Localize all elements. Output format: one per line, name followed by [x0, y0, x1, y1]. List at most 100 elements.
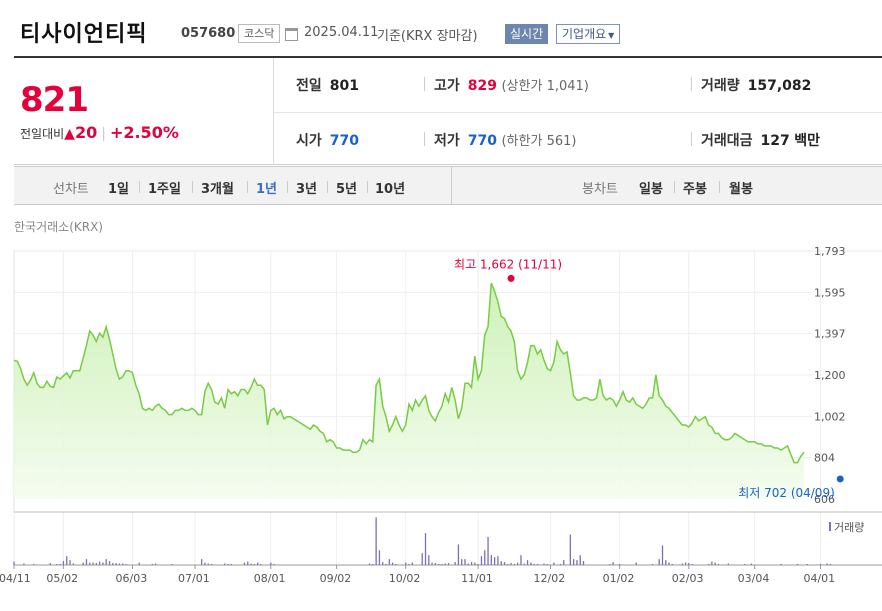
volume-bar [457, 544, 460, 565]
x-tick-label: 08/01 [254, 572, 286, 585]
tab-daily[interactable]: 일봉 [639, 182, 663, 197]
tab-3m[interactable]: 3개월 [201, 182, 234, 197]
min-point [836, 475, 844, 483]
stat-low: 저가 770 (하한가 561) [434, 133, 577, 149]
tab-10y[interactable]: 10년 [375, 182, 406, 197]
market-badge: 코스닥 [238, 24, 281, 43]
tab-1w[interactable]: 1주일 [148, 182, 181, 197]
volume-bar [13, 561, 15, 565]
volume-label: 거래량 [701, 78, 740, 94]
volume-bar [533, 564, 535, 565]
tab-weekly[interactable]: 주봉 [683, 182, 707, 197]
volume-bar [89, 562, 91, 565]
volume-bar [49, 563, 51, 565]
y-tick-label: 1,595 [814, 286, 846, 299]
y-tick-label: 1,002 [814, 410, 846, 423]
volume-bar [750, 563, 753, 565]
volume-bar [368, 563, 371, 565]
current-price: 821 [20, 80, 89, 120]
volume-bar [467, 563, 469, 565]
y-tick-label: 1,793 [814, 245, 846, 258]
data-source: 한국거래소(KRX) [14, 220, 103, 234]
volume-bar [388, 559, 390, 565]
max-label: 최고 1,662 (11/11) [454, 257, 562, 271]
volume-bar [421, 553, 423, 565]
volume-bar [530, 562, 532, 565]
volume-bar [523, 563, 525, 565]
high-value: 829 [467, 78, 497, 94]
tab-monthly[interactable]: 월봉 [729, 182, 753, 197]
volume-bar [651, 564, 654, 565]
amount-value: 127 [760, 133, 790, 149]
volume-bar [250, 563, 252, 565]
volume-bar [464, 559, 466, 565]
x-tick-label: 02/03 [672, 572, 704, 585]
stat-prev-close: 전일 801 [296, 75, 359, 95]
tab-3y[interactable]: 3년 [296, 182, 318, 197]
volume-bar [717, 564, 720, 565]
volume-bar [744, 564, 746, 565]
volume-bar [796, 564, 799, 565]
volume-bar [82, 562, 84, 565]
x-tick-label: 05/02 [46, 572, 78, 585]
tab-separator [192, 181, 193, 193]
volume-bar [507, 564, 509, 565]
volume-bar [582, 561, 585, 565]
volume-bar [122, 563, 124, 565]
tab-1d[interactable]: 1일 [108, 182, 130, 197]
volume-bar [405, 562, 407, 565]
price-area [14, 283, 804, 499]
x-tick-label: 03/04 [738, 572, 770, 585]
quote-basis: 기준(KRX 장마감) [377, 29, 478, 44]
volume-bar [490, 555, 492, 565]
volume-bar [391, 562, 394, 565]
tab-1y[interactable]: 1년 [256, 182, 278, 197]
volume-bar [714, 562, 716, 565]
stock-header: 티사이언티픽 057680 코스닥 2025.04.11 기준(KRX 장마감)… [0, 0, 882, 56]
volume-value: 157,082 [747, 78, 812, 94]
volume-bar [484, 550, 486, 565]
volume-bar [98, 561, 101, 565]
realtime-button[interactable]: 실시간 [505, 24, 549, 44]
volume-bar [408, 564, 410, 565]
stat-divider [691, 132, 692, 146]
volume-bar [105, 559, 107, 565]
tab-separator [287, 181, 288, 193]
volume-bar [138, 562, 140, 565]
volume-bar [487, 537, 489, 565]
volume-bar [806, 564, 808, 565]
stat-amount: 거래대금 127 백만 [701, 130, 820, 150]
volume-bar [382, 562, 384, 565]
amount-label: 거래대금 [701, 133, 753, 149]
x-tick-label: 04/01 [803, 572, 835, 585]
volume-bar [688, 563, 690, 565]
volume-bar [59, 564, 61, 565]
stock-name: 티사이언티픽 [20, 22, 148, 47]
volume-bar [579, 555, 581, 565]
volume-bar [513, 564, 516, 565]
volume-bar [270, 562, 272, 565]
period-tabs: 선차트 1일 1주일 3개월 1년 3년 5년 10년 봉차트 일봉 주봉 월봉 [14, 166, 882, 205]
volume-bar [230, 564, 232, 565]
prev-close-label: 전일 [296, 78, 322, 94]
x-tick-label: 11/01 [461, 572, 493, 585]
volume-bar [711, 561, 713, 565]
volume-bar [665, 560, 667, 565]
change-amount: 20 [74, 123, 98, 142]
caret-down-icon: ▼ [608, 31, 615, 40]
company-overview-button[interactable]: 기업개요 ▼ [556, 24, 621, 44]
stat-open: 시가 770 [296, 130, 359, 150]
open-value: 770 [329, 133, 359, 149]
line-chart-label: 선차트 [53, 182, 89, 197]
volume-bar [619, 564, 621, 565]
up-triangle-icon: ▲ [64, 126, 75, 142]
x-tick-label: 07/01 [178, 572, 210, 585]
volume-bar [95, 563, 97, 565]
tab-5y[interactable]: 5년 [336, 182, 358, 197]
volume-bar [204, 562, 206, 565]
volume-bar [253, 564, 255, 565]
volume-bar [572, 559, 575, 565]
volume-bar [447, 563, 450, 565]
upper-limit-value: 1,041 [546, 79, 584, 94]
lower-limit-label: 하한가 [506, 134, 543, 149]
